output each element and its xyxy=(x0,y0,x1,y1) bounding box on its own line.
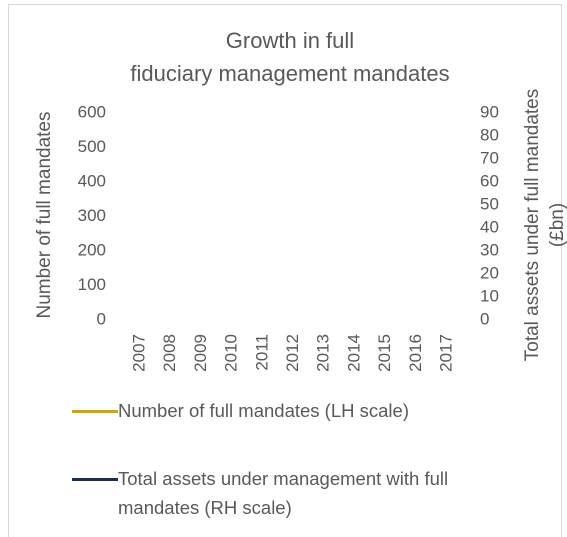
x-tick-label: 2013 xyxy=(314,334,333,372)
y2-tick-label: 10 xyxy=(480,286,499,305)
x-tick-label: 2012 xyxy=(283,334,302,372)
y2-axis-title: Total assets under full mandates xyxy=(522,89,543,362)
legend-label: Total assets under management with full … xyxy=(118,468,449,518)
x-tick-label: 2016 xyxy=(406,334,425,372)
chart-title: Growth in full xyxy=(226,28,354,53)
legend-item: Number of full mandates (LH scale) xyxy=(72,399,532,425)
legend-swatch xyxy=(72,410,118,413)
x-tick-label: 2009 xyxy=(191,334,210,372)
y2-tick-label: 90 xyxy=(480,102,499,121)
chart-title: fiduciary management mandates xyxy=(130,61,449,86)
y2-tick-label: 30 xyxy=(480,240,499,259)
y2-tick-label: 20 xyxy=(480,263,499,282)
y2-tick-label: 50 xyxy=(480,194,499,213)
y2-tick-label: 80 xyxy=(480,125,499,144)
chart-border xyxy=(8,4,562,537)
x-tick-label: 2008 xyxy=(160,334,179,372)
y2-tick-label: 70 xyxy=(480,148,499,167)
y-tick-label: 100 xyxy=(78,275,106,294)
y-tick-label: 300 xyxy=(78,206,106,225)
legend-label: Number of full mandates (LH scale) xyxy=(118,400,409,421)
y-tick-label: 400 xyxy=(78,171,106,190)
x-tick-label: 2017 xyxy=(436,334,455,372)
y2-tick-label: 60 xyxy=(480,171,499,190)
y-tick-label: 600 xyxy=(78,102,106,121)
legend-item: Total assets under management with full … xyxy=(72,467,532,522)
x-tick-label: 2011 xyxy=(252,334,271,371)
x-tick-label: 2014 xyxy=(344,334,363,372)
y2-tick-label: 0 xyxy=(480,309,489,328)
y-tick-label: 500 xyxy=(78,137,106,156)
y2-tick-label: 40 xyxy=(480,217,499,236)
legend-swatch xyxy=(72,478,118,481)
y-axis-title: Number of full mandates xyxy=(34,112,55,319)
x-tick-label: 2015 xyxy=(375,334,394,372)
x-tick-label: 2007 xyxy=(129,334,148,372)
x-tick-label: 2010 xyxy=(222,334,241,372)
y2-axis-title: (£bn) xyxy=(547,203,567,247)
y-tick-label: 0 xyxy=(97,309,106,328)
y-tick-label: 200 xyxy=(78,240,106,259)
